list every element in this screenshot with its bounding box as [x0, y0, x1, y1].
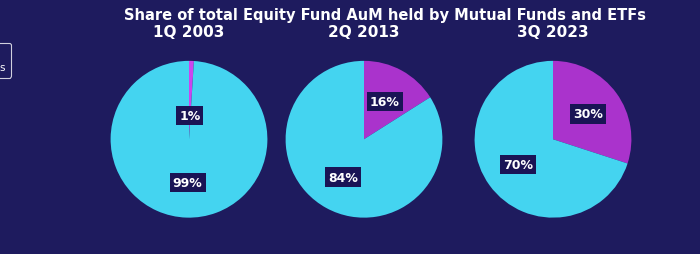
Text: Share of total Equity Fund AuM held by Mutual Funds and ETFs: Share of total Equity Fund AuM held by M… — [124, 8, 646, 23]
Wedge shape — [475, 62, 628, 218]
Title: 3Q 2023: 3Q 2023 — [517, 25, 589, 40]
Title: 2Q 2013: 2Q 2013 — [328, 25, 400, 40]
Text: 70%: 70% — [503, 158, 533, 171]
Text: 30%: 30% — [573, 108, 603, 121]
Text: 16%: 16% — [370, 96, 400, 108]
Title: 1Q 2003: 1Q 2003 — [153, 25, 225, 40]
Wedge shape — [189, 62, 194, 140]
Wedge shape — [364, 62, 430, 140]
Legend: ETF Only, Mutual Funds: ETF Only, Mutual Funds — [0, 43, 10, 78]
Wedge shape — [286, 62, 442, 218]
Wedge shape — [111, 62, 267, 218]
Text: 99%: 99% — [173, 176, 202, 189]
Wedge shape — [553, 62, 631, 164]
Text: 1%: 1% — [179, 110, 200, 123]
Text: 84%: 84% — [328, 171, 358, 184]
